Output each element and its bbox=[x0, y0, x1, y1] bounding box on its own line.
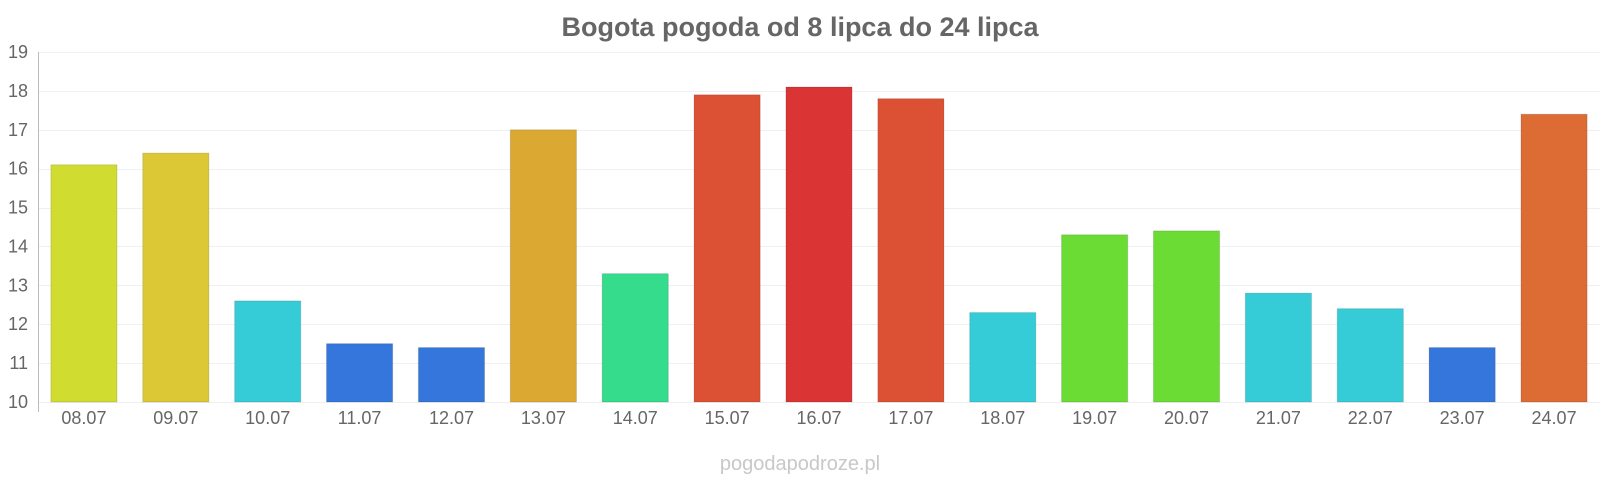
bar-12.07 bbox=[417, 347, 486, 403]
x-tick-label: 13.07 bbox=[521, 408, 566, 428]
y-tick-label: 16 bbox=[8, 159, 28, 179]
x-tick-label: 23.07 bbox=[1440, 408, 1485, 428]
y-tick-label: 18 bbox=[8, 81, 28, 101]
bar-21.07 bbox=[1244, 292, 1312, 403]
x-tick-label: 10.07 bbox=[245, 408, 290, 428]
bar-08.07 bbox=[50, 164, 118, 403]
x-tick-label: 20.07 bbox=[1164, 408, 1209, 428]
y-axis-ticks: 10 11 12 13 14 15 16 17 18 19 bbox=[8, 42, 28, 412]
y-tick-label: 12 bbox=[8, 314, 28, 334]
y-tick-label: 14 bbox=[8, 236, 28, 256]
y-tick-label: 15 bbox=[8, 198, 28, 218]
x-tick-label: 08.07 bbox=[61, 408, 106, 428]
bar-23.07 bbox=[1428, 347, 1496, 403]
x-tick-label: 18.07 bbox=[980, 408, 1025, 428]
bar-10.07 bbox=[234, 300, 302, 403]
x-tick-label: 16.07 bbox=[796, 408, 841, 428]
bar-17.07 bbox=[877, 98, 945, 403]
bar-19.07 bbox=[1061, 234, 1129, 403]
bar-24.07 bbox=[1520, 113, 1588, 403]
bar-15.07 bbox=[693, 94, 761, 403]
bar-09.07 bbox=[142, 152, 210, 403]
x-tick-label: 09.07 bbox=[153, 408, 198, 428]
x-tick-label: 15.07 bbox=[705, 408, 750, 428]
bar-18.07 bbox=[969, 312, 1037, 403]
bar-14.07 bbox=[601, 273, 669, 403]
y-tick-label: 11 bbox=[9, 353, 28, 373]
x-tick-label: 21.07 bbox=[1256, 408, 1301, 428]
x-tick-label: 22.07 bbox=[1348, 408, 1393, 428]
bars bbox=[50, 86, 1588, 403]
x-tick-label: 17.07 bbox=[888, 408, 933, 428]
bar-20.07 bbox=[1152, 230, 1221, 403]
y-tick-label: 19 bbox=[8, 42, 28, 62]
x-tick-label: 11.07 bbox=[338, 408, 382, 428]
y-tick-label: 17 bbox=[8, 120, 28, 140]
bar-13.07 bbox=[509, 129, 577, 403]
x-tick-label: 12.07 bbox=[429, 408, 474, 428]
bar-22.07 bbox=[1336, 308, 1404, 403]
chart-title: Bogota pogoda od 8 lipca do 24 lipca bbox=[561, 12, 1039, 42]
x-tick-label: 19.07 bbox=[1072, 408, 1117, 428]
bar-11.07 bbox=[326, 343, 394, 403]
x-tick-label: 24.07 bbox=[1532, 408, 1577, 428]
x-tick-label: 14.07 bbox=[613, 408, 658, 428]
x-axis-ticks: 08.07 09.07 10.07 11.07 12.07 13.07 14.07 15.07… bbox=[61, 408, 1576, 428]
y-tick-label: 10 bbox=[8, 392, 28, 412]
bar-16.07 bbox=[785, 86, 853, 403]
watermark: pogodapodroze.pl bbox=[720, 453, 880, 475]
y-tick-label: 13 bbox=[8, 275, 28, 295]
